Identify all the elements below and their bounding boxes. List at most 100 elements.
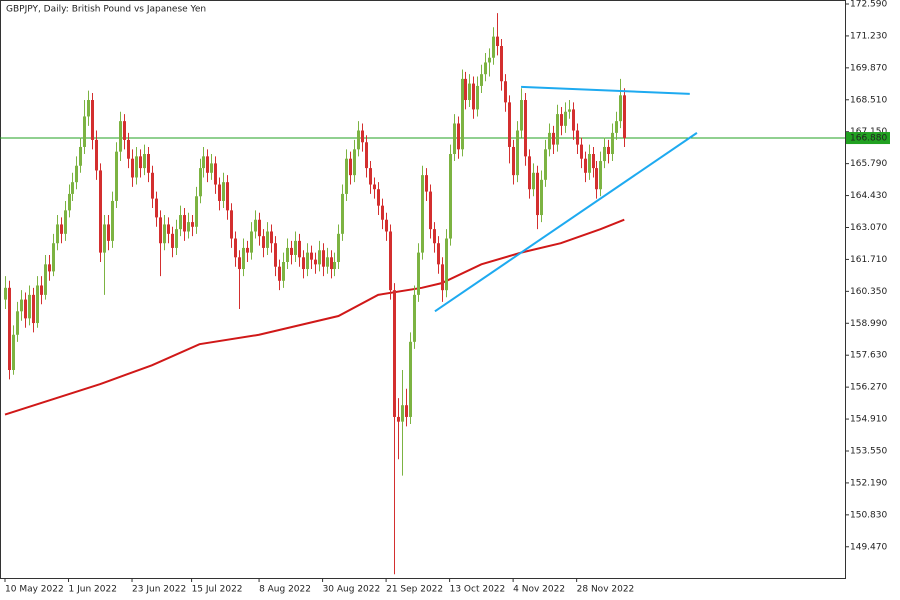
candle-body — [36, 285, 39, 324]
candle-body — [28, 294, 31, 319]
candle-body — [270, 231, 273, 244]
candle-body — [206, 156, 209, 173]
candle-body — [286, 247, 289, 263]
y-tick-label: 163.070 — [850, 223, 887, 233]
candle-body — [588, 154, 591, 173]
candle-body — [310, 252, 313, 260]
candle-body — [330, 257, 333, 270]
candle-body — [373, 184, 376, 190]
candle-body — [302, 257, 305, 270]
candle-body — [214, 163, 217, 185]
y-tick-label: 150.830 — [850, 510, 887, 520]
candle-body — [274, 243, 277, 267]
candle-body — [381, 205, 384, 220]
x-tick-label: 15 Jul 2022 — [192, 585, 243, 595]
candle-body — [584, 158, 587, 173]
candle-body — [560, 114, 563, 126]
candle-body — [163, 224, 166, 244]
candle-body — [242, 247, 245, 270]
candle-body — [278, 266, 281, 281]
candle-body — [99, 170, 102, 253]
candle-body — [500, 46, 503, 82]
candle-body — [568, 109, 571, 112]
candle-body — [449, 154, 452, 239]
candle-body — [461, 78, 464, 150]
candle-body — [195, 196, 198, 227]
candle-body — [254, 219, 257, 232]
candle-body — [607, 146, 610, 155]
candle-body — [238, 257, 241, 270]
candle-body — [572, 109, 575, 131]
candle-body — [143, 154, 146, 169]
candle-body — [405, 405, 408, 417]
candle-body — [222, 182, 225, 201]
y-tick-label: 169.870 — [850, 63, 887, 73]
candle-body — [159, 217, 162, 244]
candle-body — [413, 294, 416, 342]
y-tick-label: 154.910 — [850, 415, 887, 425]
candle-body — [524, 100, 527, 157]
candle-body — [202, 156, 205, 169]
candle-body — [417, 252, 420, 295]
x-tick-label: 1 Jun 2022 — [69, 585, 117, 595]
candle-body — [24, 299, 27, 319]
candle-body — [528, 156, 531, 190]
candle-body — [437, 243, 440, 265]
candle-body — [389, 231, 392, 291]
candle-body — [95, 139, 98, 171]
x-tick-label: 30 Aug 2022 — [323, 585, 381, 595]
candle-body — [326, 257, 329, 267]
y-tick-label: 164.430 — [850, 191, 887, 201]
candle-body — [488, 57, 491, 63]
candle-body — [250, 231, 253, 253]
candle-body — [476, 85, 479, 110]
price-label-box — [846, 132, 890, 145]
y-tick-label: 152.190 — [850, 478, 887, 488]
candle-body — [603, 146, 606, 162]
candle-body — [40, 285, 43, 295]
candle-body — [623, 95, 626, 139]
trend-line — [521, 85, 690, 95]
candle-body — [385, 219, 388, 232]
candle-body — [32, 294, 35, 324]
y-tick-label: 171.230 — [850, 31, 887, 41]
candle-body — [472, 83, 475, 110]
candle-body — [512, 146, 515, 176]
candle-body — [234, 238, 237, 258]
candle-body — [345, 158, 348, 194]
candle-body — [155, 198, 158, 218]
candle-body — [8, 287, 11, 370]
x-tick-label: 28 Nov 2022 — [577, 585, 635, 595]
candle-body — [64, 210, 67, 234]
x-tick-label: 13 Oct 2022 — [450, 585, 506, 595]
candle-body — [230, 210, 233, 239]
candle-body — [179, 215, 182, 230]
x-tick-label: 21 Sep 2022 — [386, 585, 443, 595]
plot-frame — [0, 0, 846, 579]
candle-body — [147, 154, 150, 173]
y-tick-label: 157.630 — [850, 351, 887, 361]
candle-body — [421, 175, 424, 253]
candle-body — [322, 250, 325, 267]
candle-body — [520, 100, 523, 131]
candle-body — [397, 416, 400, 422]
price-label: 166.880 — [850, 134, 887, 144]
candle-body — [409, 341, 412, 417]
candle-body — [139, 156, 142, 169]
chart-title: GBPJPY, Daily: British Pound vs Japanese… — [6, 5, 206, 15]
candle-body — [226, 182, 229, 211]
candle-body — [480, 74, 483, 86]
y-tick-label: 156.270 — [850, 383, 887, 393]
candle-body — [492, 36, 495, 58]
candle-body — [441, 264, 444, 291]
candle-body — [16, 311, 19, 335]
candle-body — [580, 144, 583, 159]
candle-body — [536, 172, 539, 216]
y-tick-label: 161.710 — [850, 255, 887, 265]
candle-body — [429, 191, 432, 230]
candle-body — [564, 111, 567, 126]
candle-body — [127, 139, 130, 159]
candle-body — [56, 224, 59, 244]
candle-body — [619, 95, 622, 122]
candle-body — [464, 78, 467, 101]
